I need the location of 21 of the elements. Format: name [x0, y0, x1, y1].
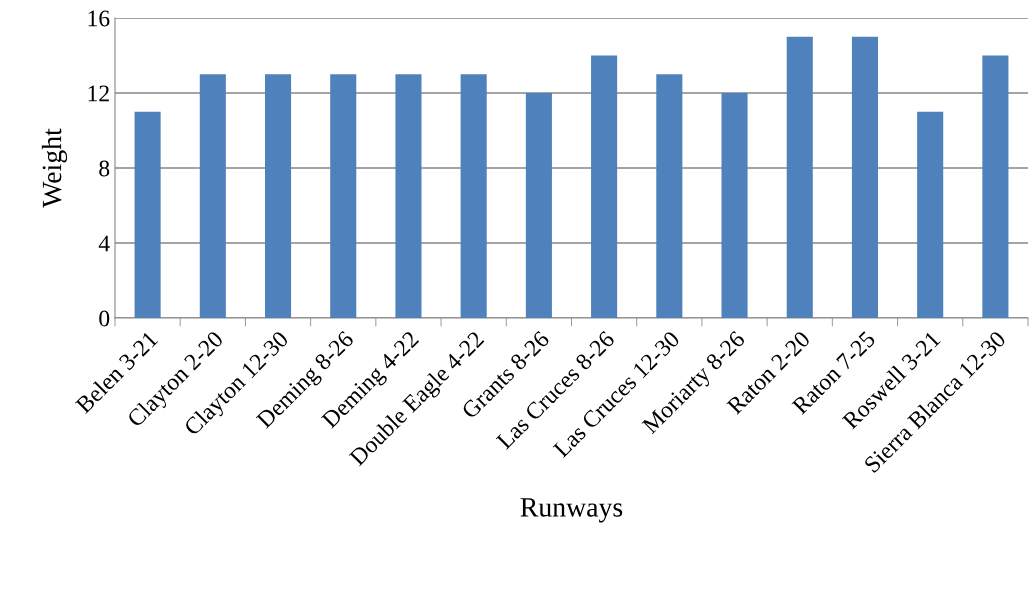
bar	[786, 36, 813, 318]
bar	[656, 74, 683, 318]
y-tick-label: 8	[99, 160, 110, 177]
bar	[591, 55, 618, 318]
bar	[264, 74, 292, 318]
y-tick-label: 12	[88, 85, 109, 102]
bar	[851, 36, 879, 318]
bar	[395, 74, 422, 318]
bar	[982, 55, 1009, 318]
bar	[460, 74, 487, 318]
bar	[199, 74, 226, 318]
y-tick-label: 4	[98, 235, 110, 252]
x-axis-title: Runways	[520, 498, 623, 523]
y-tick-label: 0	[99, 310, 110, 327]
bar	[917, 111, 944, 318]
bar	[721, 93, 748, 318]
bar	[525, 93, 552, 318]
y-axis-title: Weight	[41, 128, 68, 208]
bar	[330, 74, 357, 318]
y-tick-label: 16	[88, 10, 110, 27]
bar	[134, 111, 161, 318]
